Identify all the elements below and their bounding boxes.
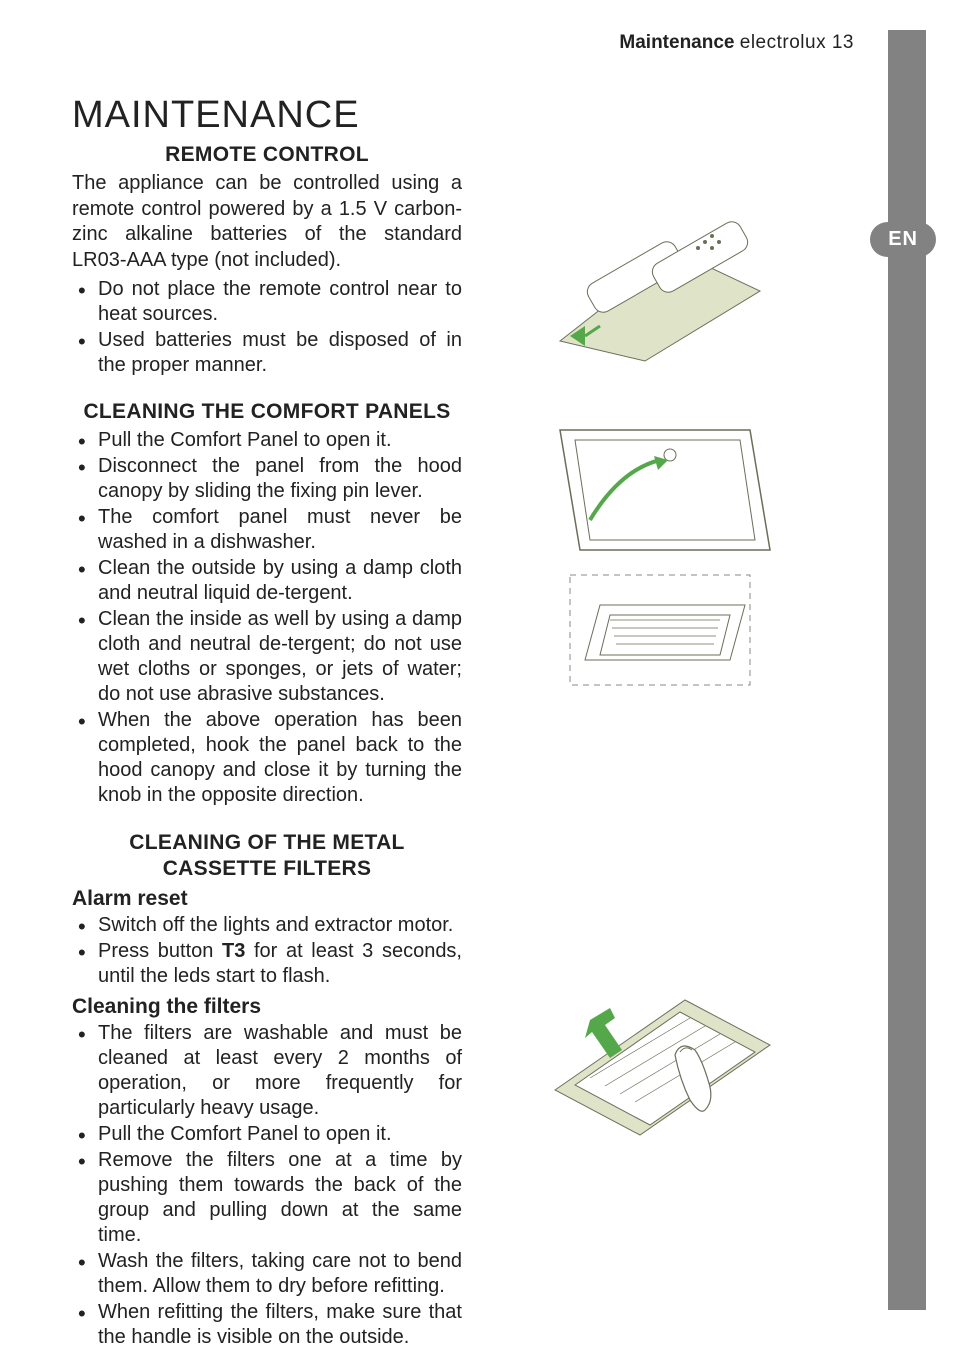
list-item: Switch off the lights and extractor moto… [72, 913, 462, 938]
list-item: The filters are washable and must be cle… [72, 1021, 462, 1121]
cleaning-bullets: The filters are washable and must be cle… [72, 1021, 462, 1350]
running-head-section: Maintenance [619, 32, 734, 53]
list-item: Pull the Comfort Panel to open it. [72, 428, 462, 453]
list-item: Wash the filters, taking care not to ben… [72, 1249, 462, 1299]
button-ref-t3: T3 [222, 940, 245, 962]
chapter-title: MAINTENANCE [72, 94, 462, 137]
illustration-remote [530, 186, 790, 366]
content-column: MAINTENANCE REMOTE CONTROL The appliance… [72, 94, 462, 1350]
alarm-reset-title: Alarm reset [72, 887, 462, 911]
illustration-comfort-panel [530, 410, 780, 700]
list-item: Clean the outside by using a damp cloth … [72, 556, 462, 606]
section-title-panels: CLEANING THE COMFORT PANELS [72, 400, 462, 424]
list-item: Used batteries must be disposed of in th… [72, 328, 462, 378]
list-item: Remove the filters one at a time by push… [72, 1148, 462, 1248]
remote-bullets: Do not place the remote control near to … [72, 277, 462, 378]
cleaning-filters-title: Cleaning the filters [72, 995, 462, 1019]
section-panels: CLEANING THE COMFORT PANELS Pull the Com… [72, 400, 462, 808]
list-item: Clean the inside as well by using a damp… [72, 607, 462, 707]
running-head-brand: electrolux 13 [740, 32, 854, 53]
list-item: Pull the Comfort Panel to open it. [72, 1122, 462, 1147]
list-item: Do not place the remote control near to … [72, 277, 462, 327]
list-item: Press button T3 for at least 3 seconds, … [72, 939, 462, 989]
section-title-remote: REMOTE CONTROL [72, 143, 462, 167]
section-title-filters: CLEANING OF THE METAL CASSETTE FILTERS [72, 830, 462, 880]
illustration-filter [530, 960, 790, 1150]
running-head: Maintenance electrolux 13 [72, 32, 854, 54]
text: Press button [98, 940, 222, 962]
panels-bullets: Pull the Comfort Panel to open it. Disco… [72, 428, 462, 808]
section-remote: REMOTE CONTROL The appliance can be cont… [72, 143, 462, 378]
list-item: The comfort panel must never be washed i… [72, 505, 462, 555]
list-item: Disconnect the panel from the hood canop… [72, 454, 462, 504]
remote-intro: The appliance can be controlled using a … [72, 171, 462, 273]
alarm-bullets: Switch off the lights and extractor moto… [72, 913, 462, 989]
section-filters: CLEANING OF THE METAL CASSETTE FILTERS A… [72, 830, 462, 1349]
page: Maintenance electrolux 13 MAINTENANCE RE… [0, 0, 954, 1354]
list-item: When refitting the filters, make sure th… [72, 1300, 462, 1350]
list-item: When the above operation has been comple… [72, 708, 462, 808]
